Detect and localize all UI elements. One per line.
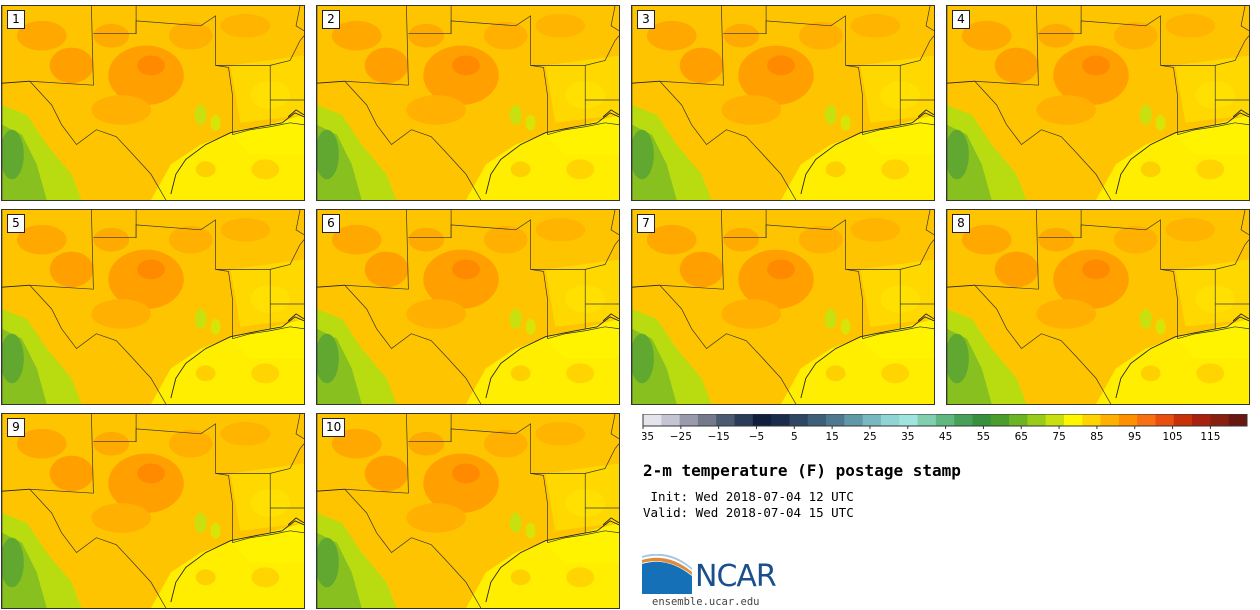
colorbar-swatch xyxy=(807,414,827,426)
colorbar-swatch xyxy=(1137,414,1156,426)
panel-label: 2 xyxy=(322,10,340,29)
colorbar-tick-label: −25 xyxy=(670,431,692,442)
colorbar-tick-label: 5 xyxy=(791,431,798,442)
temperature-map xyxy=(947,6,1249,200)
colorbar-swatch xyxy=(954,414,973,426)
colorbar-tick-label: 35 xyxy=(901,431,914,442)
member-panel-7: 7 xyxy=(631,209,935,405)
colorbar-swatch xyxy=(643,414,662,426)
colorbar-tick-label: 25 xyxy=(863,431,876,442)
panel-label: 6 xyxy=(322,214,340,233)
temperature-map xyxy=(2,414,304,608)
colorbar-swatch xyxy=(752,414,772,426)
temperature-map xyxy=(317,414,619,608)
colorbar-swatch xyxy=(899,414,919,426)
panel-label: 9 xyxy=(7,418,25,437)
colorbar-swatch xyxy=(826,414,845,426)
colorbar-swatch xyxy=(1173,414,1193,426)
colorbar-swatch xyxy=(917,414,937,426)
member-panel-5: 5 xyxy=(1,209,305,405)
colorbar-swatch xyxy=(1192,414,1211,426)
panel-label: 3 xyxy=(637,10,655,29)
panel-label: 5 xyxy=(7,214,25,233)
panel-label: 4 xyxy=(952,10,970,29)
colorbar-swatch xyxy=(679,414,699,426)
member-panel-10: 10 xyxy=(316,413,620,609)
colorbar-swatch xyxy=(990,414,1010,426)
member-panel-2: 2 xyxy=(316,5,620,201)
colorbar-swatch xyxy=(771,414,790,426)
colorbar-swatch xyxy=(1228,414,1248,426)
colorbar-swatch xyxy=(972,414,992,426)
colorbar-swatch xyxy=(1118,414,1138,426)
temperature-map xyxy=(2,210,304,404)
member-panel-8: 8 xyxy=(946,209,1250,405)
colorbar-swatch xyxy=(716,414,736,426)
colorbar-tick-label: −35 xyxy=(642,431,654,442)
panel-label: 1 xyxy=(7,10,25,29)
colorbar-swatch xyxy=(661,414,681,426)
ncar-logo-icon xyxy=(642,554,692,594)
panel-label: 10 xyxy=(322,418,346,437)
colorbar-swatch xyxy=(697,414,717,426)
colorbar-swatch xyxy=(1045,414,1065,426)
colorbar-tick-label: 65 xyxy=(1015,431,1028,442)
member-panel-3: 3 xyxy=(631,5,935,201)
colorbar-tick-label: 15 xyxy=(825,431,838,442)
ensemble-url: ensemble.ucar.edu xyxy=(652,596,760,608)
colorbar-swatch xyxy=(1210,414,1230,426)
colorbar-swatch xyxy=(880,414,900,426)
temperature-map xyxy=(947,210,1249,404)
panel-label: 8 xyxy=(952,214,970,233)
temperature-map xyxy=(317,210,619,404)
colorbar-swatch xyxy=(862,414,882,426)
temperature-map xyxy=(2,6,304,200)
colorbar-tick-label: 55 xyxy=(977,431,990,442)
colorbar-tick-label: 115 xyxy=(1200,431,1220,442)
member-panel-6: 6 xyxy=(316,209,620,405)
temperature-map xyxy=(632,210,934,404)
colorbar-border xyxy=(642,414,1248,427)
colorbar-tick-label: 45 xyxy=(939,431,952,442)
colorbar-tick-label: 105 xyxy=(1163,431,1183,442)
colorbar-tick-label: 85 xyxy=(1090,431,1103,442)
colorbar-swatch xyxy=(734,414,754,426)
colorbar-tick-label: −5 xyxy=(749,431,764,442)
colorbar-swatch xyxy=(1027,414,1047,426)
temperature-colorbar: −35 −25 −15 −5 5 15 25 35 45 55 65 75 85 95 105 115 xyxy=(642,414,1248,442)
colorbar-swatch xyxy=(1100,414,1120,426)
product-title: 2-m temperature (F) postage stamp xyxy=(643,461,961,480)
ncar-logo-text: NCAR xyxy=(695,559,777,594)
member-panel-1: 1 xyxy=(1,5,305,201)
init-time: Init: Wed 2018-07-04 12 UTC xyxy=(643,489,854,504)
colorbar-swatch xyxy=(935,414,955,426)
colorbar-swatch xyxy=(844,414,864,426)
colorbar-tick-label: 75 xyxy=(1052,431,1065,442)
valid-time: Valid: Wed 2018-07-04 15 UTC xyxy=(643,505,854,520)
colorbar-swatch xyxy=(1009,414,1028,426)
temperature-map xyxy=(317,6,619,200)
member-panel-4: 4 xyxy=(946,5,1250,201)
colorbar-tick-label: 95 xyxy=(1128,431,1141,442)
colorbar-swatch xyxy=(789,414,809,426)
member-panel-9: 9 xyxy=(1,413,305,609)
temperature-map xyxy=(632,6,934,200)
colorbar-tick-label: −15 xyxy=(708,431,730,442)
panel-label: 7 xyxy=(637,214,655,233)
colorbar-swatch xyxy=(1063,414,1083,426)
colorbar-swatch xyxy=(1082,414,1102,426)
colorbar-swatch xyxy=(1155,414,1175,426)
